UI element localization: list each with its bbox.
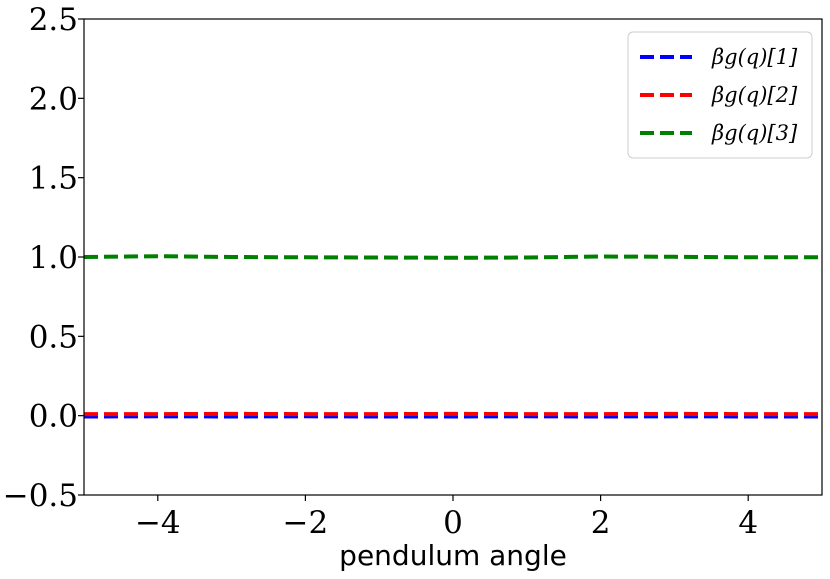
x-tick-label: 0 xyxy=(443,505,463,541)
series-layer xyxy=(83,254,823,419)
legend-label-3: βg(q)[3] xyxy=(711,121,798,145)
x-tick-label: −2 xyxy=(283,505,329,541)
x-tick-label: −4 xyxy=(135,505,181,541)
x-tick-label: 2 xyxy=(591,505,611,541)
legend-box xyxy=(627,31,813,159)
y-tick-label: 2.0 xyxy=(29,81,78,117)
legend-label-1: βg(q)[1] xyxy=(711,45,798,69)
x-tick-label: 4 xyxy=(738,505,758,541)
y-tick-label: −0.5 xyxy=(3,478,78,514)
y-tick-label: 1.0 xyxy=(29,240,78,276)
y-tick-label: 0.5 xyxy=(29,319,78,355)
y-tick-label: 2.5 xyxy=(29,2,78,38)
y-tick-label: 1.5 xyxy=(29,161,78,197)
ticks-layer: −4 −2 0 2 4 −0.5 0.0 0.5 1.0 1.5 2.0 2.5 xyxy=(3,2,758,541)
legend-label-2: βg(q)[2] xyxy=(711,83,798,107)
x-axis-title: pendulum angle xyxy=(339,539,567,572)
series-line-3 xyxy=(83,254,823,260)
legend: βg(q)[1] βg(q)[2] βg(q)[3] xyxy=(627,31,813,159)
y-tick-label: 0.0 xyxy=(29,399,78,435)
